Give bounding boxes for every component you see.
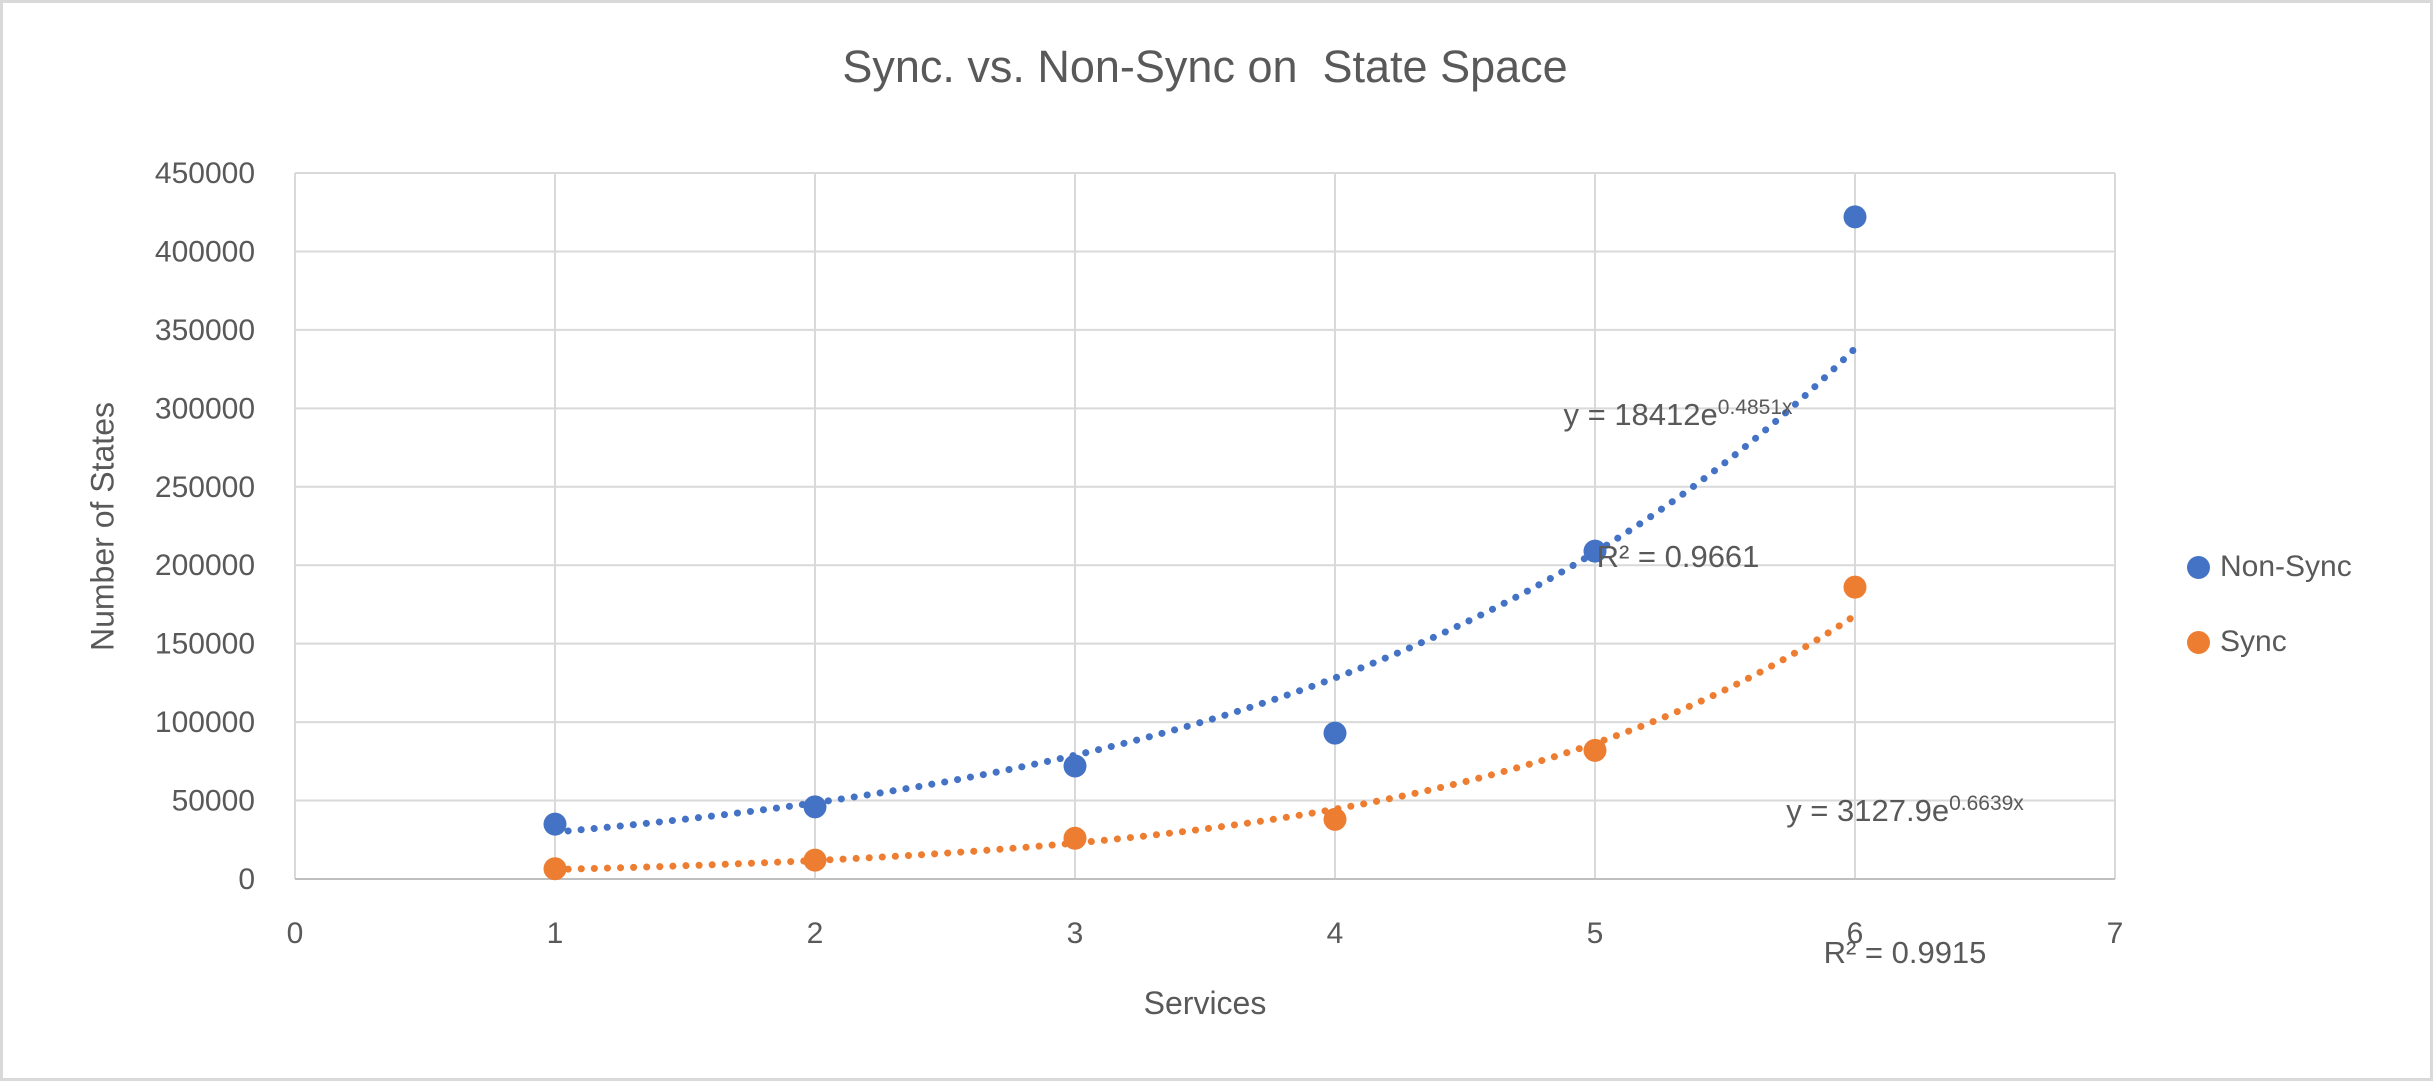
x-tick-label: 1 <box>547 917 564 950</box>
legend-marker-sync-icon <box>2187 630 2210 654</box>
legend-label-non-sync: Non-Sync <box>2220 550 2352 583</box>
y-tick-label: 250000 <box>155 471 255 504</box>
data-point-non-sync <box>1583 539 1607 563</box>
x-tick-label: 6 <box>1847 917 1864 950</box>
legend-label-sync: Sync <box>2220 625 2287 658</box>
data-point-sync <box>1843 575 1867 599</box>
y-axis-title: Number of States <box>84 402 121 651</box>
data-point-non-sync <box>543 812 567 836</box>
x-tick-label: 7 <box>2107 917 2124 950</box>
chart-title: Sync. vs. Non-Sync on State Space <box>842 41 1568 92</box>
data-point-sync <box>543 857 567 881</box>
trendline-sync <box>551 612 1859 873</box>
y-tick-label: 300000 <box>155 392 255 425</box>
data-point-sync <box>1063 826 1087 850</box>
data-point-non-sync <box>1063 754 1087 778</box>
trendline-non-sync <box>551 344 1859 836</box>
data-point-sync <box>1583 738 1607 762</box>
plot-area: 0 50000 100000 150000 200000 250000 300000 3500… <box>155 157 2124 950</box>
legend-marker-non-sync-icon <box>2187 555 2210 579</box>
x-tick-label: 0 <box>287 917 304 950</box>
data-point-non-sync <box>1323 721 1347 745</box>
y-tick-label: 50000 <box>172 785 255 818</box>
x-tick-label: 4 <box>1327 917 1344 950</box>
y-tick-label: 0 <box>238 863 255 896</box>
x-axis-title: Services <box>1143 985 1267 1021</box>
y-tick-label: 150000 <box>155 628 255 661</box>
data-point-non-sync <box>1843 205 1867 229</box>
data-point-sync <box>803 848 827 872</box>
x-tick-label: 5 <box>1587 917 1604 950</box>
y-tick-label: 350000 <box>155 314 255 347</box>
y-tick-label: 200000 <box>155 549 255 582</box>
x-tick-label: 2 <box>807 917 824 950</box>
data-point-sync <box>1323 807 1347 831</box>
y-tick-label: 450000 <box>155 157 255 190</box>
legend-item-sync: Sync <box>2187 625 2287 659</box>
y-tick-label: 400000 <box>155 235 255 268</box>
legend-item-non-sync: Non-Sync <box>2187 550 2352 584</box>
data-point-non-sync <box>803 795 827 819</box>
x-tick-label: 3 <box>1067 917 1084 950</box>
y-tick-label: 100000 <box>155 706 255 739</box>
